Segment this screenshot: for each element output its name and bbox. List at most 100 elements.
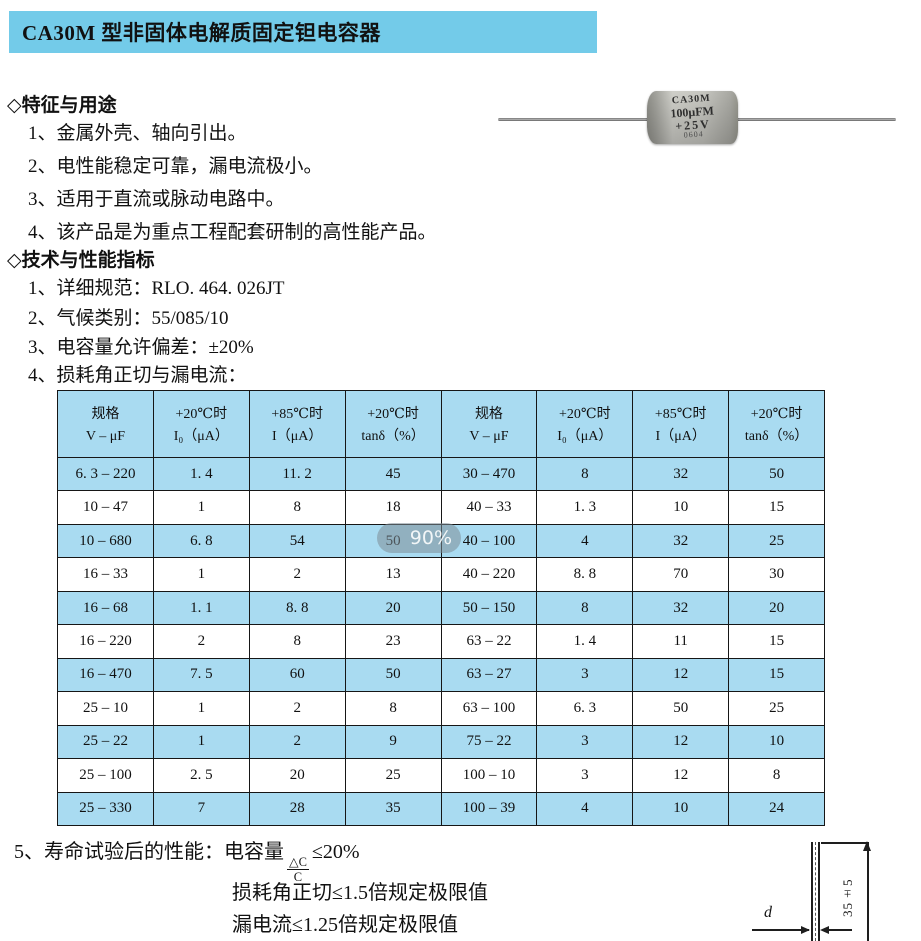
table-cell: 2. 5 xyxy=(152,758,250,793)
table-cell: 12 xyxy=(632,758,730,793)
table-cell: 8. 8 xyxy=(248,590,346,626)
column-header: +85℃时 I（μA） xyxy=(248,390,346,458)
column-header: +85℃时 I（μA） xyxy=(632,390,730,458)
table-cell: 16 – 68 xyxy=(57,590,154,626)
spec-item-3: 3、电容量允许偏差：±20% xyxy=(28,337,254,358)
lead-dimension-diagram: 35±5 d xyxy=(740,836,921,941)
table-cell: 8 xyxy=(248,490,346,525)
feature-item-3: 3、适用于直流或脉动电路中。 xyxy=(28,189,285,210)
fraction-denominator: C xyxy=(293,870,303,885)
table-cell: 11 xyxy=(632,624,730,659)
table-cell: 32 xyxy=(632,456,730,492)
table-cell: 8 xyxy=(536,590,634,626)
table-cell: 25 – 22 xyxy=(57,724,154,760)
table-row: 16 – 68 1. 1 8. 8 20 50 – 150 8 32 20 xyxy=(57,590,825,626)
table-cell: 12 xyxy=(632,724,730,760)
table-cell: 23 xyxy=(344,624,442,659)
table-row: 16 – 220 2 8 23 63 – 22 1. 4 11 15 xyxy=(57,624,825,659)
table-cell: 1 xyxy=(152,724,250,760)
table-cell: 8 xyxy=(344,691,442,726)
table-cell: 40 – 220 xyxy=(440,557,538,592)
fraction-numerator: △C xyxy=(287,855,309,871)
column-header: +20℃时 tanδ（%） xyxy=(344,390,442,458)
page-title-bar: CA30M 型非固体电解质固定钽电容器 xyxy=(9,11,597,53)
table-cell: 16 – 220 xyxy=(57,624,154,659)
table-cell: 10 – 47 xyxy=(57,490,154,525)
table-cell: 10 xyxy=(728,724,825,760)
table-cell: 60 xyxy=(248,657,346,693)
length-dimension-label: 35±5 xyxy=(840,878,855,918)
life-test-prefix: 5、寿命试验后的性能：电容量 xyxy=(14,841,284,863)
diameter-dimension-line-left xyxy=(752,929,809,931)
table-cell: 100 – 39 xyxy=(440,791,538,827)
table-row: 25 – 10 1 2 8 63 – 100 6. 3 50 25 xyxy=(57,691,825,726)
table-cell: 4 xyxy=(536,523,634,559)
table-cell: 50 xyxy=(632,691,730,726)
table-cell: 2 xyxy=(248,691,346,726)
table-cell: 2 xyxy=(248,724,346,760)
length-dimension-line xyxy=(867,844,869,941)
table-cell: 10 xyxy=(632,791,730,827)
capacitor-photo: CA30M 100μFM +25V 0604 xyxy=(498,90,896,148)
dimension-arrow-right-icon xyxy=(801,926,810,934)
table-cell: 35 xyxy=(344,791,442,827)
capacitor-body: CA30M 100μFM +25V 0604 xyxy=(647,91,738,144)
page-title: CA30M 型非固体电解质固定钽电容器 xyxy=(22,21,381,45)
table-cell: 70 xyxy=(632,557,730,592)
marking-datecode: 0604 xyxy=(683,129,704,140)
table-cell: 2 xyxy=(248,557,346,592)
diameter-dimension-label: d xyxy=(764,904,772,921)
table-cell: 9 xyxy=(344,724,442,760)
table-cell: 3 xyxy=(536,758,634,793)
table-cell: 25 – 10 xyxy=(57,691,154,726)
table-cell: 8. 8 xyxy=(536,557,634,592)
feature-item-2: 2、电性能稳定可靠，漏电流极小。 xyxy=(28,156,323,177)
table-row: 25 – 330 7 28 35 100 – 39 4 10 24 xyxy=(57,791,825,827)
specs-heading: ◇技术与性能指标 xyxy=(7,250,155,271)
feature-item-4: 4、该产品是为重点工程配套研制的高性能产品。 xyxy=(28,222,437,243)
table-cell: 32 xyxy=(632,523,730,559)
table-cell: 15 xyxy=(728,657,825,693)
table-cell: 50 xyxy=(344,657,442,693)
features-heading: ◇特征与用途 xyxy=(7,95,117,116)
life-test-suffix: ≤20% xyxy=(311,841,360,863)
table-cell: 15 xyxy=(728,624,825,659)
capacitor-markings: CA30M 100μFM +25V 0604 xyxy=(645,88,739,147)
column-header: +20℃时 tanδ（%） xyxy=(728,390,825,458)
table-cell: 16 – 33 xyxy=(57,557,154,592)
table-cell: 63 – 27 xyxy=(440,657,538,693)
table-cell: 16 – 470 xyxy=(57,657,154,693)
table-cell: 40 – 33 xyxy=(440,490,538,525)
lead-wire-centerline xyxy=(815,842,816,941)
table-cell: 20 xyxy=(728,590,825,626)
table-cell: 24 xyxy=(728,791,825,827)
table-cell: 20 xyxy=(248,758,346,793)
table-cell: 15 xyxy=(728,490,825,525)
table-cell: 25 xyxy=(728,691,825,726)
table-cell: 54 xyxy=(248,523,346,559)
table-cell: 25 – 330 xyxy=(57,791,154,827)
table-cell: 1. 1 xyxy=(152,590,250,626)
table-cell: 63 – 100 xyxy=(440,691,538,726)
table-cell: 11. 2 xyxy=(248,456,346,492)
table-cell: 1 xyxy=(152,691,250,726)
table-cell: 8 xyxy=(248,624,346,659)
table-cell: 45 xyxy=(344,456,442,492)
table-cell: 6. 3 – 220 xyxy=(57,456,154,492)
spec-item-2: 2、气候类别：55/085/10 xyxy=(28,308,229,329)
table-row: 25 – 22 1 2 9 75 – 22 3 12 10 xyxy=(57,724,825,760)
table-cell: 8 xyxy=(536,456,634,492)
table-row: 25 – 100 2. 5 20 25 100 – 10 3 12 8 xyxy=(57,758,825,793)
table-cell: 6. 3 xyxy=(536,691,634,726)
table-cell: 50 xyxy=(728,456,825,492)
table-cell: 28 xyxy=(248,791,346,827)
table-cell: 7. 5 xyxy=(152,657,250,693)
feature-item-1: 1、金属外壳、轴向引出。 xyxy=(28,123,247,144)
table-cell: 25 xyxy=(728,523,825,559)
table-row: 16 – 33 1 2 13 40 – 220 8. 8 70 30 xyxy=(57,557,825,592)
table-cell: 1 xyxy=(152,557,250,592)
table-cell: 100 – 10 xyxy=(440,758,538,793)
table-cell: 10 xyxy=(632,490,730,525)
spec-item-1: 1、详细规范：RLO. 464. 026JT xyxy=(28,278,285,299)
